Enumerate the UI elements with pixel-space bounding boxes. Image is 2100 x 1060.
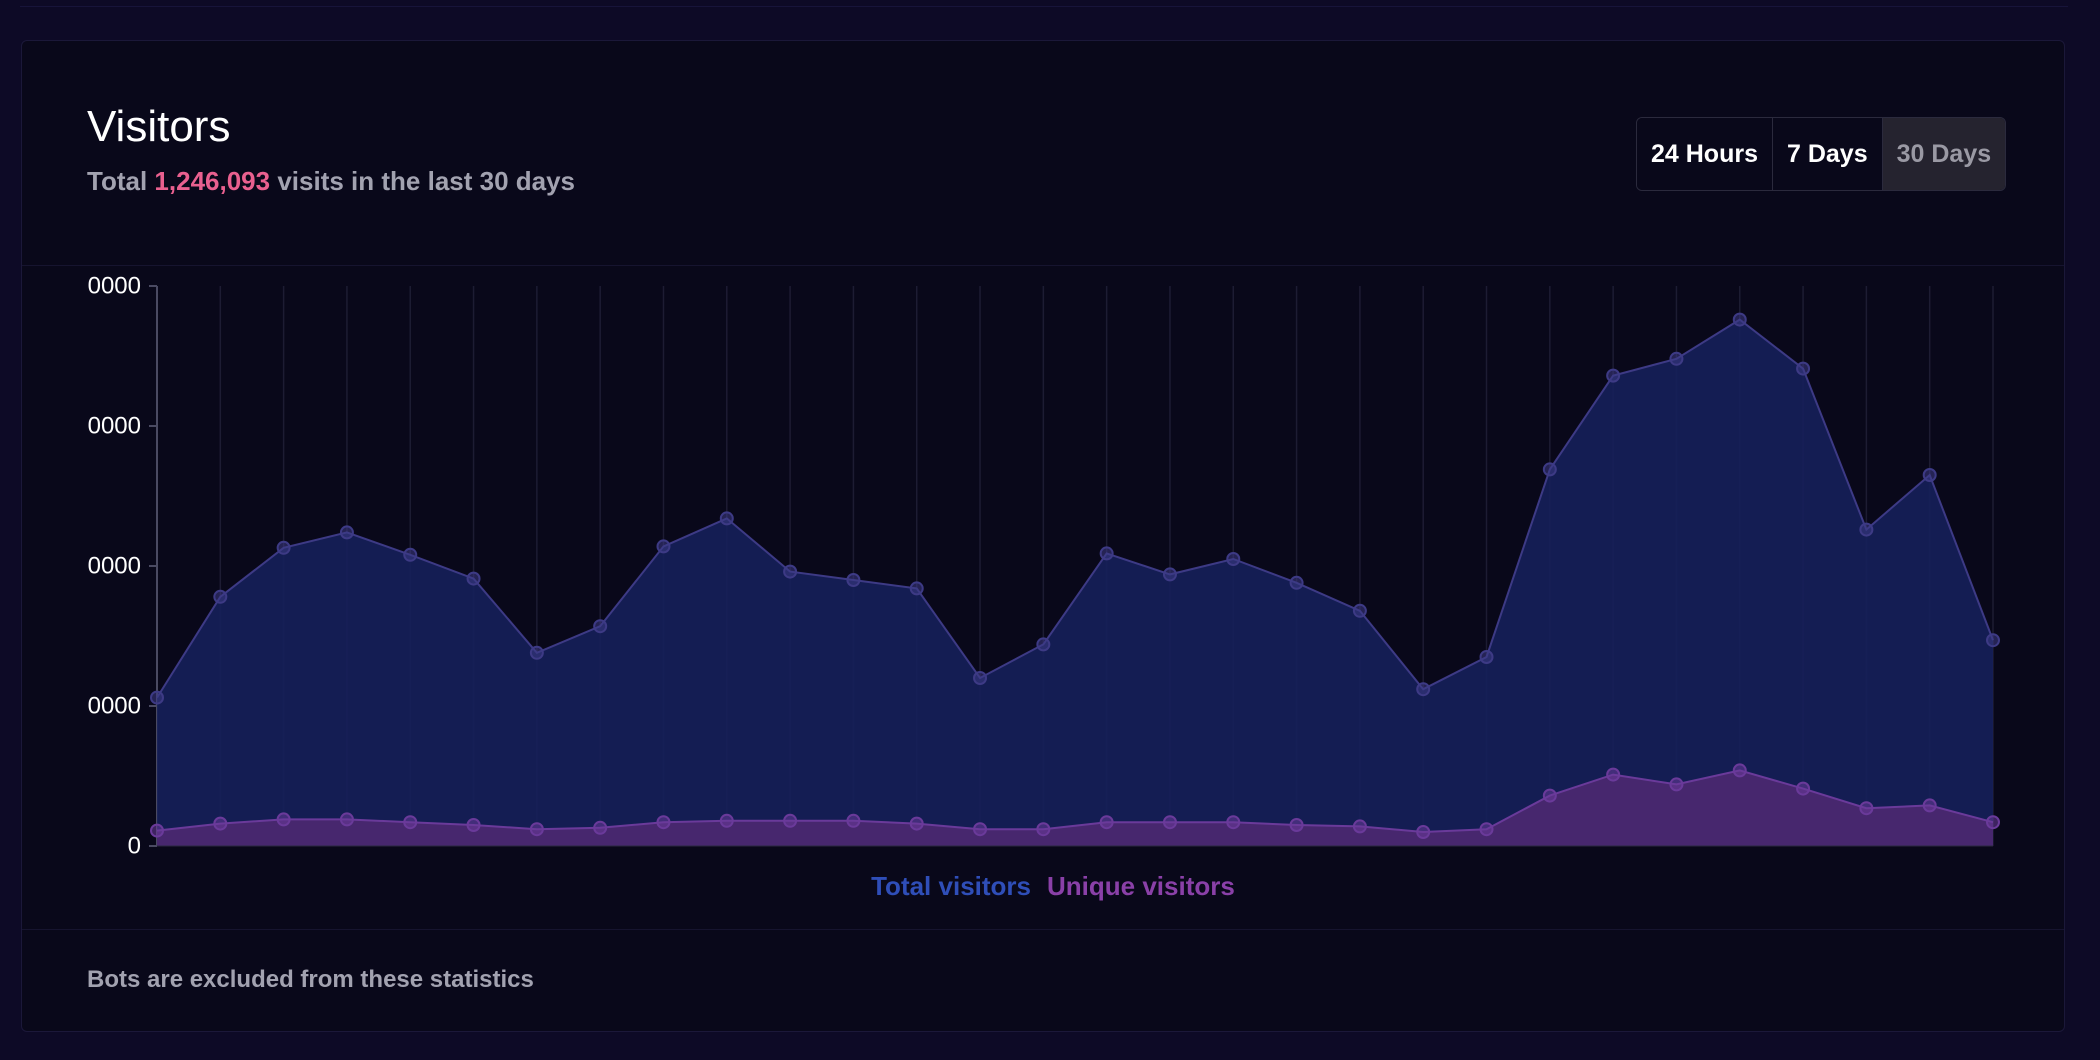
total-visitors-point [909,581,924,596]
total-visitors-point [1796,361,1811,376]
unique-visitors-point [846,813,861,828]
total-visitors-point [403,547,418,562]
total-visitors-point [339,525,354,540]
summary-suffix: visits in the last 30 days [277,166,576,196]
total-visitors-point [846,573,861,587]
unique-visitors-point [1099,815,1114,830]
total-visitors-point [150,690,164,705]
unique-visitors-point [276,812,291,827]
unique-visitors-point [466,818,481,832]
unique-visitors-point [403,815,418,830]
total-visitors-point [1606,368,1621,383]
total-visitors-point [1289,575,1304,590]
unique-visitors-point [1352,819,1367,834]
total-visitors-point [593,619,608,634]
unique-visitors-point [150,823,164,838]
range-24-hours-button[interactable]: 24 Hours [1637,118,1773,190]
unique-visitors-point [1606,767,1621,782]
total-visitors-point [1036,637,1051,652]
unique-visitors-point [1922,798,1937,813]
unique-visitors-point [1289,818,1304,832]
total-visitors-point [1162,567,1177,582]
unique-visitors-point [1796,781,1811,796]
legend-unique-visitors: Unique visitors [1047,871,1235,901]
unique-visitors-point [1986,815,2000,830]
y-tick-label: 0000 [88,693,141,720]
visitors-card: Visitors Total 1,246,093 visits in the l… [21,40,2065,1032]
range-7-days-button[interactable]: 7 Days [1772,118,1883,190]
footer-note: Bots are excluded from these statistics [87,966,534,993]
total-visitors-point [1416,682,1431,697]
legend-total-visitors: Total visitors [871,871,1031,901]
total-visitors-point [973,671,988,685]
total-visitors-point [1542,462,1557,477]
unique-visitors-point [593,820,608,835]
unique-visitors-point [973,822,988,837]
unique-visitors-point [656,815,671,830]
unique-visitors-point [1162,815,1177,830]
y-tick-label: 0000 [88,413,141,440]
total-visitors-point [1986,633,2000,648]
total-visitors-point [529,645,544,660]
y-tick-label: 0000 [88,553,141,580]
visit-count: 1,246,093 [154,166,271,196]
unique-visitors-point [1859,801,1874,816]
footer-divider [22,929,2064,930]
unique-visitors-line [156,769,1994,834]
total-visitors-point [1479,650,1494,664]
total-visitors-point [1226,552,1241,566]
total-visitors-point [1099,546,1114,561]
y-tick-label: 0000 [88,273,141,300]
unique-visitors-point [529,822,544,837]
total-visitors-point [1669,351,1684,366]
unique-visitors-point [1542,788,1557,803]
total-visitors-point [656,539,671,554]
header-divider [22,265,2064,266]
unique-visitors-point [339,812,354,827]
total-visitors-area [157,319,1993,847]
total-visitors-point [719,511,734,526]
visits-summary: Total 1,246,093 visits in the last 30 da… [87,166,575,197]
total-visitors-point [276,540,291,555]
y-tick-label: 0 [128,833,141,860]
page-title: Visitors [87,102,231,151]
unique-visitors-point [909,816,924,831]
total-visitors-point [1859,522,1874,537]
unique-visitors-point [1479,822,1494,837]
unique-visitors-point [1226,815,1241,830]
total-visitors-point [466,571,481,586]
top-band [20,0,2068,7]
unique-visitors-point [213,816,228,831]
unique-visitors-point [1732,763,1747,778]
summary-prefix: Total [87,166,148,196]
total-visitors-point [213,589,228,604]
range-30-days-button[interactable]: 30 Days [1882,118,2006,190]
total-visitors-point [783,564,798,579]
unique-visitors-point [783,813,798,828]
time-range-selector: 24 Hours 7 Days 30 Days [1636,117,2007,191]
unique-visitors-point [1036,822,1051,837]
unique-visitors-point [719,813,734,828]
total-visitors-point [1922,468,1937,482]
unique-visitors-point [1669,777,1684,792]
total-visitors-point [1732,312,1747,327]
total-visitors-point [1352,603,1367,618]
unique-visitors-point [1416,825,1431,839]
total-visitors-line [156,318,1994,699]
